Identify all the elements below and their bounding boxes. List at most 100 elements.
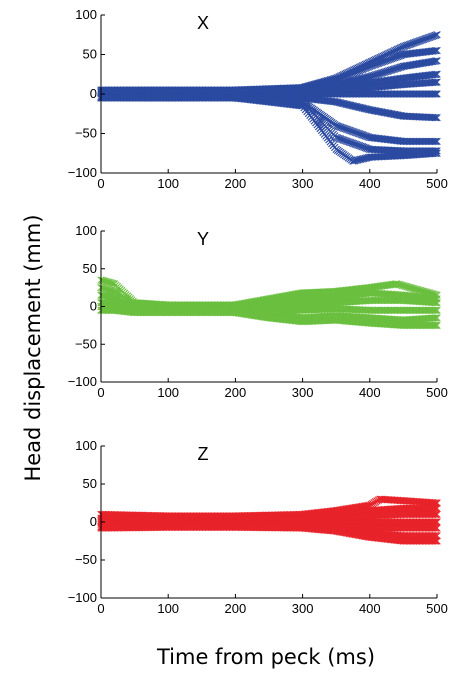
data-point <box>332 98 340 106</box>
x-tick-label: 200 <box>225 385 247 400</box>
data-point <box>431 137 440 146</box>
data-point <box>430 137 438 146</box>
data-point <box>431 510 440 519</box>
data-point <box>347 101 355 110</box>
data-point <box>431 314 440 322</box>
data-point <box>361 105 370 113</box>
x-tick-label: 500 <box>426 385 448 400</box>
data-point <box>373 107 381 115</box>
data-point <box>355 103 364 112</box>
x-tick-label: 400 <box>359 176 381 191</box>
data-point <box>430 70 438 79</box>
data-point <box>342 100 351 108</box>
data-point <box>433 299 441 307</box>
data-point <box>433 137 441 146</box>
x-tick-label: 100 <box>157 385 179 400</box>
data-point <box>366 106 374 114</box>
y-tick-label: −100 <box>68 374 97 389</box>
x-tick-label: 300 <box>292 176 314 191</box>
data-point <box>430 57 438 65</box>
data-point <box>389 110 397 118</box>
data-point <box>390 110 399 119</box>
series-5 <box>97 306 441 330</box>
y-tick-label: 50 <box>83 261 97 276</box>
panel-y: −100 −50 0 50 100 0 100 200 300 400 500 Y <box>68 223 448 400</box>
data-point <box>382 109 390 117</box>
data-point <box>376 108 384 116</box>
data-point <box>431 70 440 79</box>
data-point <box>370 106 378 115</box>
y-tick-label: 0 <box>90 299 97 314</box>
data-point <box>433 321 441 330</box>
data-point <box>433 78 441 86</box>
data-point <box>338 99 346 107</box>
data-point <box>431 504 440 513</box>
data-point <box>430 510 438 519</box>
data-point <box>433 70 441 78</box>
data-point <box>398 51 406 59</box>
data-point <box>433 57 441 65</box>
data-point <box>431 524 440 532</box>
data-point <box>433 31 441 39</box>
data-point <box>431 113 440 122</box>
data-point <box>364 105 373 114</box>
data-point <box>339 99 348 108</box>
y-tick-label: −50 <box>75 126 97 141</box>
data-point <box>433 90 441 98</box>
data-point <box>433 149 441 157</box>
data-point <box>430 518 438 526</box>
data-point <box>433 504 441 513</box>
x-tick-label: 0 <box>97 385 104 400</box>
data-point <box>431 57 440 65</box>
data-point <box>431 298 440 307</box>
x-tick-label: 500 <box>426 176 448 191</box>
data-point <box>393 111 402 119</box>
y-tick-label: 0 <box>90 86 97 101</box>
data-point <box>433 524 441 532</box>
data-point <box>336 99 345 107</box>
data-point <box>431 321 440 330</box>
data-point <box>364 133 373 141</box>
data-point <box>430 90 438 98</box>
data-point <box>335 98 343 107</box>
data-point <box>341 100 349 108</box>
series-group <box>97 31 441 165</box>
data-point <box>386 109 394 118</box>
data-point <box>348 101 356 110</box>
data-point <box>430 524 438 532</box>
data-point <box>430 314 438 322</box>
y-tick-label: −50 <box>75 336 97 351</box>
series-group <box>97 495 441 545</box>
data-point <box>377 108 386 116</box>
data-point <box>345 101 354 109</box>
data-point <box>360 104 368 113</box>
x-tick-label: 400 <box>359 385 381 400</box>
x-tick-label: 0 <box>97 176 104 191</box>
x-tick-label: 300 <box>292 385 314 400</box>
data-point <box>431 78 440 86</box>
data-point <box>107 293 116 301</box>
data-point <box>395 111 403 119</box>
data-point <box>433 499 441 507</box>
series-5 <box>97 78 441 97</box>
data-point <box>431 90 440 98</box>
y-tick-label: 100 <box>75 223 97 238</box>
data-point <box>431 47 440 55</box>
data-point <box>430 47 438 55</box>
data-point <box>433 114 441 122</box>
data-point <box>430 321 438 330</box>
data-point <box>430 149 438 158</box>
data-point <box>380 108 389 117</box>
data-point <box>350 102 358 110</box>
panel-title: X <box>197 13 209 33</box>
panel-title: Y <box>197 229 209 249</box>
series-group <box>97 276 441 330</box>
data-point <box>295 101 304 110</box>
data-point <box>371 107 380 115</box>
x-tick-label: 100 <box>157 176 179 191</box>
data-point <box>398 63 406 71</box>
data-point <box>433 306 441 314</box>
